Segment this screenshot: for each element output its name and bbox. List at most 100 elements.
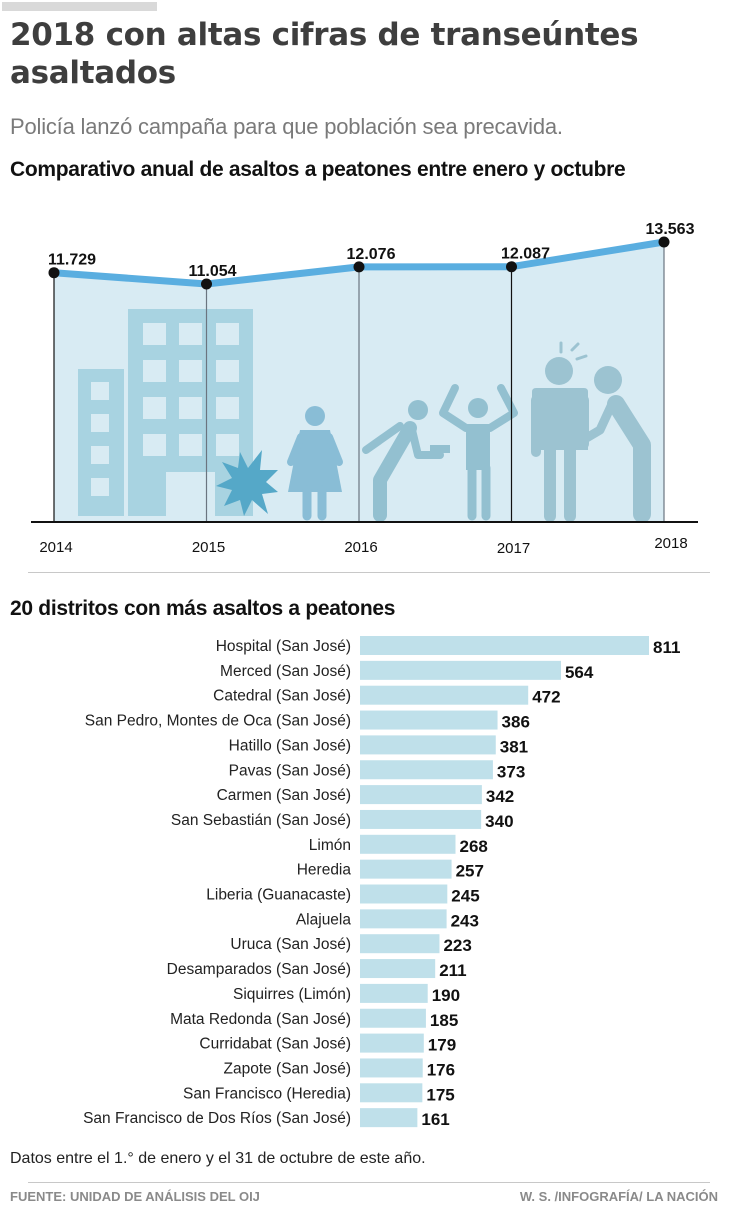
building-small-icon (78, 369, 124, 516)
bar-row: San Pedro, Montes de Oca (San José) 386 (85, 710, 530, 732)
value-label: 185 (430, 1011, 458, 1030)
victim-hands-up-icon (439, 384, 518, 521)
bar (360, 1083, 423, 1103)
category-label: Hatillo (San José) (229, 737, 351, 754)
category-label: Catedral (San José) (213, 688, 351, 705)
x-tick-label: 2016 (344, 539, 377, 556)
bar-row: Catedral (San José) 472 (213, 685, 561, 707)
bar (360, 685, 529, 705)
value-label: 175 (426, 1085, 454, 1104)
value-label: 190 (432, 986, 460, 1005)
bar-row: Uruca (San José) 223 (230, 934, 472, 955)
category-label: San Sebastián (San José) (171, 812, 351, 829)
bar-row: Zapote (San José) 176 (223, 1058, 455, 1079)
bar-row: Carmen (San José) 342 (217, 785, 514, 806)
data-labels: 11.729 11.054 12.076 12.087 13.563 (48, 221, 695, 280)
value-label: 381 (500, 737, 528, 756)
category-label: San Francisco (Heredia) (183, 1085, 351, 1102)
bar (360, 710, 498, 730)
bar (360, 660, 561, 680)
data-point-marker (353, 261, 365, 273)
data-label: 11.729 (48, 252, 96, 269)
category-label: Pavas (San José) (229, 762, 351, 779)
bar (360, 934, 440, 954)
bar (360, 785, 482, 805)
footer-divider (28, 1182, 710, 1183)
bar (360, 1058, 423, 1078)
x-tick-label: 2018 (654, 535, 687, 552)
value-label: 472 (532, 688, 560, 707)
top-accent-bar (2, 2, 157, 11)
bar-chart-title: 20 distritos con más asaltos a peatones (10, 597, 396, 620)
value-label: 373 (497, 762, 525, 781)
bar-row: Pavas (San José) 373 (229, 760, 525, 781)
value-label: 179 (428, 1036, 456, 1055)
woman-icon (287, 406, 343, 521)
category-label: Alajuela (296, 911, 352, 928)
value-label: 243 (451, 911, 479, 930)
value-label: 268 (460, 837, 488, 856)
data-point-marker (201, 278, 212, 290)
data-label: 12.087 (501, 246, 550, 263)
bar (360, 1008, 426, 1028)
section-divider (28, 572, 710, 573)
bar (360, 884, 448, 904)
data-note: Datos entre el 1.° de enero y el 31 de o… (10, 1150, 426, 1167)
data-point-marker (658, 236, 670, 248)
category-label: Merced (San José) (220, 663, 351, 680)
data-label: 13.563 (646, 221, 695, 238)
year-gridlines (53, 242, 665, 522)
bar (360, 909, 447, 929)
pickpocket-victim-icon (531, 341, 589, 522)
bar-row: Liberia (Guanacaste) 245 (206, 884, 480, 906)
category-label: Siquirres (Limón) (233, 986, 351, 1003)
value-label: 340 (485, 812, 513, 831)
category-label: San Francisco de Dos Ríos (San José) (83, 1110, 351, 1127)
illustration (78, 309, 651, 523)
data-label: 11.054 (188, 263, 236, 280)
category-label: San Pedro, Montes de Oca (San José) (85, 713, 351, 730)
category-label: Desamparados (San José) (167, 961, 351, 978)
x-tick-label: 2017 (497, 540, 530, 557)
bar-row: Hatillo (San José) 381 (229, 735, 528, 756)
bar-row: Merced (San José) 564 (220, 660, 594, 682)
bar-row: Siquirres (Limón) 190 (233, 983, 460, 1005)
value-label: 176 (427, 1060, 455, 1079)
bar-row: San Francisco de Dos Ríos (San José) 161 (83, 1108, 450, 1129)
bar-row: Desamparados (San José) 211 (167, 959, 467, 980)
category-label: Hospital (San José) (216, 638, 351, 655)
value-label: 342 (486, 787, 514, 806)
value-label: 245 (451, 887, 479, 906)
data-label: 12.076 (347, 246, 396, 263)
bar (360, 1108, 418, 1128)
explosion-icon (216, 450, 278, 516)
bar-row: Limón 268 (309, 834, 488, 856)
bar (360, 636, 649, 655)
bar (360, 1033, 424, 1053)
bar-row: Curridabat (San José) 179 (199, 1033, 456, 1055)
page-subtitle: Policía lanzó campaña para que población… (10, 114, 563, 139)
category-label: Heredia (297, 862, 352, 879)
bar-row: Hospital (San José) 811 (216, 636, 680, 657)
value-label: 811 (653, 638, 680, 657)
bar (360, 859, 452, 879)
value-label: 211 (439, 961, 466, 980)
value-label: 223 (443, 936, 471, 955)
x-tick-label: 2014 (39, 539, 72, 556)
building-large-icon (128, 309, 253, 516)
page-title: 2018 con altas cifras de transeúntes asa… (10, 17, 639, 91)
x-tick-labels: 2014 2015 2016 2017 2018 (39, 535, 687, 557)
bar-row: Heredia 257 (297, 859, 484, 881)
value-label: 564 (565, 663, 594, 682)
x-tick-label: 2015 (192, 539, 225, 556)
category-label: Carmen (San José) (217, 787, 351, 804)
bar-row: Mata Redonda (San José) 185 (170, 1008, 458, 1030)
source-label: FUENTE: UNIDAD DE ANÁLISIS DEL OIJ (10, 1189, 260, 1204)
bar (360, 834, 456, 854)
line-chart-title: Comparativo anual de asaltos a peatones … (10, 158, 626, 181)
bar-row: San Francisco (Heredia) 175 (183, 1083, 455, 1104)
credit-label: W. S. /INFOGRAFÍA/ LA NACIÓN (519, 1189, 718, 1204)
category-label: Liberia (Guanacaste) (206, 887, 351, 904)
robber-icon (362, 400, 450, 522)
